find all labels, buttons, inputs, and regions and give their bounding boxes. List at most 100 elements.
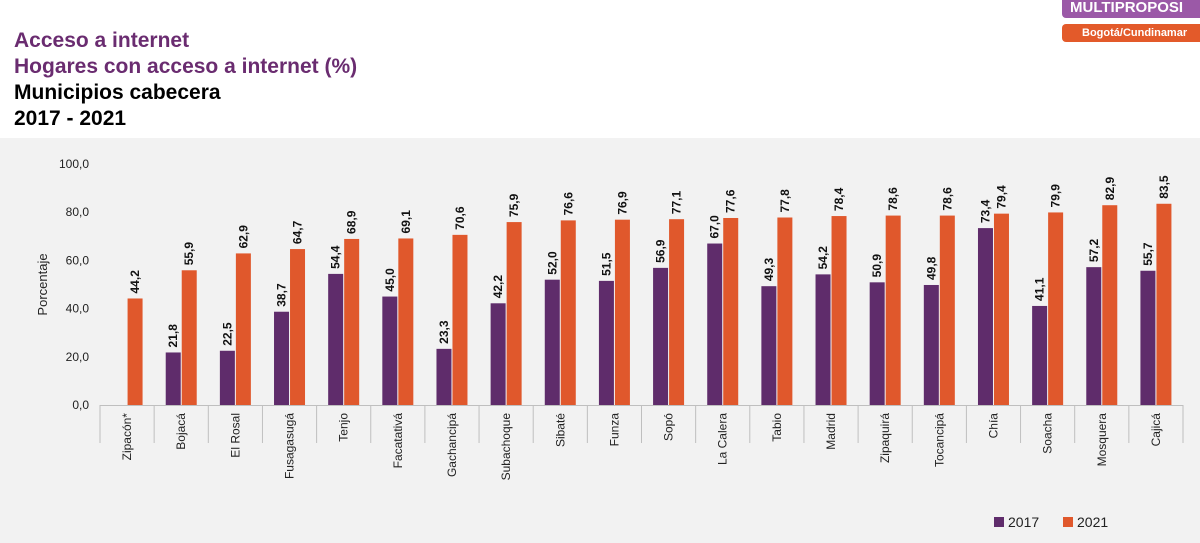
- data-label-2021: 78,4: [832, 187, 846, 211]
- data-label-2021: 77,8: [778, 189, 792, 213]
- bar-2021: [235, 253, 251, 405]
- bar-2017: [707, 243, 723, 405]
- bar-2017: [328, 273, 344, 405]
- data-label-2021: 79,4: [994, 185, 1008, 209]
- bar-2017: [1086, 267, 1102, 405]
- bar-2017: [977, 228, 993, 405]
- data-label-2021: 75,9: [507, 193, 521, 217]
- y-tick-label: 100,0: [59, 157, 89, 171]
- x-tick-label: Fusagasugá: [283, 413, 297, 479]
- bar-2021: [993, 213, 1009, 405]
- bar-2021: [723, 217, 739, 405]
- bar-2021: [506, 222, 522, 405]
- bar-2017: [815, 274, 831, 405]
- data-label-2021: 82,9: [1103, 177, 1117, 201]
- bar-2021: [831, 216, 847, 405]
- data-label-2021: 69,1: [399, 210, 413, 234]
- bar-2021: [127, 298, 143, 405]
- data-label-2021: 79,9: [1049, 184, 1063, 208]
- bar-2021: [777, 217, 793, 405]
- data-label-2017: 41,1: [1033, 277, 1047, 301]
- data-label-2021: 64,7: [291, 220, 305, 244]
- data-label-2021: 77,6: [724, 189, 738, 213]
- x-tick-label: Sibaté: [553, 413, 567, 447]
- bar-2021: [1102, 205, 1118, 405]
- data-label-2021: 76,9: [615, 191, 629, 215]
- bar-2017: [490, 303, 506, 405]
- bar-2021: [614, 219, 630, 405]
- data-label-2021: 76,6: [561, 192, 575, 216]
- chart-subtitle: Hogares con acceso a internet (%): [14, 55, 358, 78]
- data-label-2021: 44,2: [128, 270, 142, 294]
- x-tick-label: Mosquera: [1095, 413, 1109, 467]
- data-label-2017: 67,0: [708, 215, 722, 239]
- x-tick-label: Tenjo: [337, 413, 351, 442]
- data-label-2017: 49,8: [924, 256, 938, 280]
- bar-2017: [544, 279, 560, 405]
- bar-2021: [344, 238, 360, 405]
- data-label-2017: 56,9: [654, 239, 668, 263]
- logo-multiproposito: MULTIPROPOSI: [1062, 0, 1200, 18]
- bar-2017: [761, 286, 777, 405]
- x-tick-label: Gachancipá: [445, 413, 459, 477]
- data-label-2021: 78,6: [940, 187, 954, 211]
- data-label-2017: 49,3: [762, 258, 776, 282]
- data-label-2021: 68,9: [345, 210, 359, 234]
- data-label-2017: 23,3: [437, 320, 451, 344]
- data-label-2021: 55,9: [182, 242, 196, 266]
- bar-2021: [1048, 212, 1064, 405]
- legend-swatch-2017: [994, 517, 1004, 527]
- chart-titles: Acceso a internet Hogares con acceso a i…: [14, 28, 357, 132]
- data-label-2021: 70,6: [453, 206, 467, 230]
- x-tick-label: Tocancipá: [932, 413, 946, 467]
- x-tick-label: El Rosal: [228, 413, 242, 458]
- data-label-2017: 42,2: [491, 275, 505, 299]
- bar-2017: [869, 282, 885, 405]
- y-tick-label: 20,0: [66, 350, 90, 364]
- bar-2017: [382, 296, 398, 405]
- x-tick-label: Cajicá: [1149, 413, 1163, 447]
- x-tick-label: Funza: [607, 413, 621, 447]
- y-tick-label: 40,0: [66, 302, 90, 316]
- bar-2021: [669, 219, 685, 405]
- bar-2017: [219, 350, 235, 405]
- x-tick-label: Subachoque: [499, 413, 513, 481]
- chart-period: 2017 - 2021: [14, 107, 127, 130]
- bar-2017: [1032, 305, 1048, 405]
- y-axis-label: Porcentaje: [35, 253, 50, 315]
- bar-2021: [398, 238, 414, 405]
- x-tick-label: Chía: [986, 413, 1000, 439]
- bar-2021: [181, 270, 197, 405]
- legend-label-2017: 2017: [1008, 514, 1039, 530]
- data-label-2017: 22,5: [220, 322, 234, 346]
- legend-swatch-2021: [1063, 517, 1073, 527]
- data-label-2021: 78,6: [886, 187, 900, 211]
- x-tick-label: Bojacá: [174, 413, 188, 450]
- x-tick-label: Zipaquirá: [878, 413, 892, 463]
- chart-title: Acceso a internet: [14, 29, 190, 52]
- data-label-2017: 54,4: [329, 245, 343, 269]
- bar-2017: [923, 284, 939, 405]
- bar-2021: [939, 215, 955, 405]
- bar-2021: [452, 234, 468, 405]
- data-label-2017: 55,7: [1141, 242, 1155, 266]
- data-label-2017: 57,2: [1087, 238, 1101, 262]
- data-label-2017: 51,5: [599, 252, 613, 276]
- data-label-2017: 38,7: [275, 283, 289, 307]
- bar-2017: [1140, 270, 1156, 405]
- y-tick-label: 80,0: [66, 205, 90, 219]
- x-tick-label: Sopó: [662, 413, 676, 441]
- x-tick-label: La Calera: [716, 413, 730, 465]
- bar-2017: [165, 352, 181, 405]
- y-tick-label: 0,0: [72, 398, 89, 412]
- bar-2021: [560, 220, 576, 405]
- x-tick-label: Tabio: [770, 413, 784, 442]
- bar-2017: [653, 267, 669, 405]
- x-tick-label: Zipacón*: [120, 413, 134, 461]
- x-tick-label: Facatativá: [391, 413, 405, 469]
- x-tick-label: Soacha: [1041, 413, 1055, 454]
- data-label-2017: 45,0: [383, 268, 397, 292]
- y-tick-label: 60,0: [66, 253, 90, 267]
- bar-2021: [885, 215, 901, 405]
